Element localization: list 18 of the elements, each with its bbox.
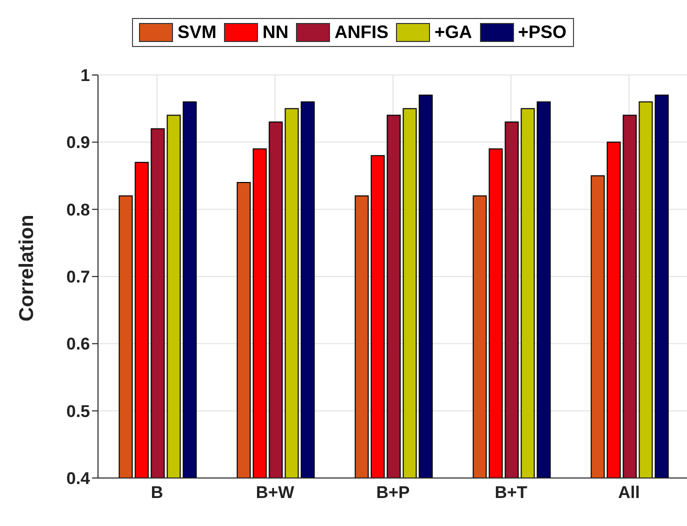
legend-label: SVM: [176, 22, 216, 43]
y-tick-label: 0.6: [66, 334, 90, 354]
x-tick-label: B+T: [494, 483, 528, 502]
legend-label: NN: [261, 22, 288, 43]
y-tick-label: 0.7: [66, 268, 90, 287]
y-tick-label: 0.8: [66, 200, 90, 220]
legend-label: +PSO: [517, 22, 567, 43]
y-tick-label: 0.9: [66, 133, 90, 152]
x-tick-label: B+P: [376, 483, 410, 502]
y-axis-title: Correlation: [16, 214, 38, 322]
y-tick-label: 1: [80, 66, 90, 86]
x-tick-label: All: [618, 483, 640, 502]
x-tick-label: B: [150, 483, 164, 502]
legend-label: +GA: [433, 22, 472, 43]
y-tick-label: 0.4: [66, 469, 91, 488]
y-tick-label: 0.5: [66, 402, 90, 421]
x-tick-label: B+W: [256, 483, 296, 502]
legend-label: ANFIS: [333, 22, 388, 43]
